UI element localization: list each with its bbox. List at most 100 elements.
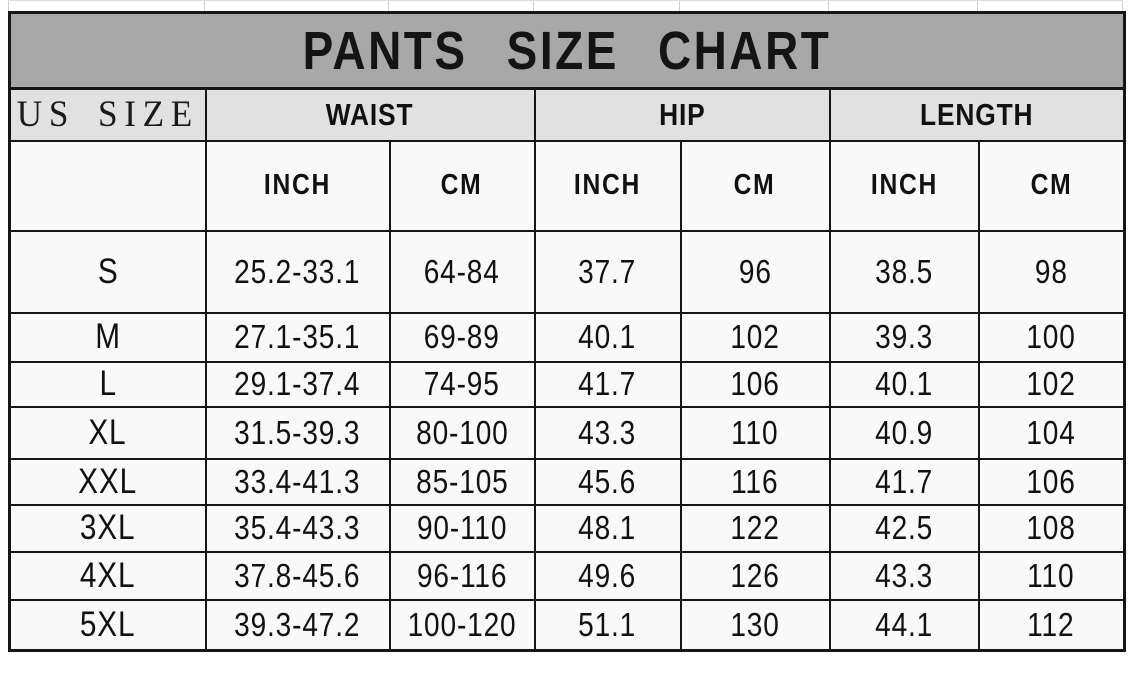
value-label: 106 [1026, 462, 1076, 500]
value-label: 40.1 [874, 365, 933, 402]
value-label: 29.1-37.4 [234, 365, 361, 402]
value-cell: 98 [977, 229, 1126, 314]
value-cell: 106 [977, 457, 1126, 506]
value-label: 43.3 [874, 556, 933, 594]
value-label: 39.3 [874, 318, 933, 355]
value-label: 110 [1027, 556, 1075, 594]
value-label: 106 [730, 365, 780, 402]
unit-label: CM [1030, 169, 1073, 201]
value-label: 41.7 [874, 462, 933, 500]
title-row: PANTS SIZE CHART [7, 11, 1127, 90]
size-label: 4XL [80, 555, 136, 595]
size-label: M [94, 317, 121, 356]
value-label: 37.7 [578, 252, 637, 290]
value-label: 40.9 [874, 413, 933, 451]
value-cell: 29.1-37.4 [204, 360, 391, 408]
unit-blank-cell [8, 139, 207, 232]
group-header-hip: HIP [533, 87, 831, 142]
value-cell: 102 [679, 311, 831, 363]
unit-header-hip-cm: CM [679, 139, 831, 232]
value-cell: 51.1 [533, 598, 682, 652]
value-cell: 37.7 [533, 229, 682, 314]
value-cell: 40.1 [828, 360, 980, 408]
value-label: 42.5 [874, 509, 933, 546]
unit-label: CM [734, 169, 776, 201]
size-cell: XL [8, 405, 207, 460]
value-cell: 41.7 [533, 360, 682, 408]
value-cell: 69-89 [388, 311, 536, 363]
value-cell: 90-110 [388, 503, 536, 553]
table-row-s: S 25.2-33.1 64-84 37.7 96 38.5 98 [8, 229, 1126, 314]
value-cell: 44.1 [828, 598, 980, 652]
value-label: 116 [731, 462, 779, 500]
value-label: 41.7 [578, 365, 637, 402]
value-cell: 43.3 [533, 405, 682, 460]
value-cell: 39.3 [828, 311, 980, 363]
unit-header-row: INCH CM INCH CM INCH CM [8, 139, 1126, 232]
table-row-4xl: 4XL 37.8-45.6 96-116 49.6 126 43.3 110 [8, 550, 1126, 601]
value-label: 49.6 [578, 556, 637, 594]
value-label: 112 [1027, 605, 1075, 643]
value-label: 25.2-33.1 [234, 252, 361, 290]
unit-header-length-cm: CM [977, 139, 1126, 232]
size-cell: 5XL [8, 598, 207, 652]
value-cell: 112 [977, 598, 1126, 652]
value-cell: 96-116 [388, 550, 536, 601]
value-cell: 102 [977, 360, 1126, 408]
value-label: 45.6 [578, 462, 637, 500]
value-label: 96 [738, 252, 772, 290]
value-label: 108 [1026, 509, 1076, 546]
value-cell: 108 [977, 503, 1126, 553]
value-cell: 130 [679, 598, 831, 652]
value-cell: 126 [679, 550, 831, 601]
value-label: 43.3 [578, 413, 637, 451]
unit-label: INCH [263, 169, 332, 201]
value-cell: 33.4-41.3 [204, 457, 391, 506]
table-row-m: M 27.1-35.1 69-89 40.1 102 39.3 100 [8, 311, 1126, 363]
value-cell: 31.5-39.3 [204, 405, 391, 460]
unit-header-length-inch: INCH [828, 139, 980, 232]
value-cell: 27.1-35.1 [204, 311, 391, 363]
corner-header-us-size: US SIZE [16, 94, 199, 136]
table-row-3xl: 3XL 35.4-43.3 90-110 48.1 122 42.5 108 [8, 503, 1126, 553]
value-label: 38.5 [874, 252, 933, 290]
size-chart-table: PANTS SIZE CHART US SIZE WAIST HIP LENGT… [7, 11, 1127, 652]
value-cell: 110 [977, 550, 1126, 601]
value-cell: 116 [679, 457, 831, 506]
unit-label: CM [441, 169, 483, 201]
value-label: 35.4-43.3 [234, 509, 361, 546]
value-cell: 74-95 [388, 360, 536, 408]
value-label: 37.8-45.6 [234, 556, 361, 594]
value-label: 122 [730, 509, 780, 546]
value-label: 100 [1026, 318, 1076, 355]
value-label: 104 [1026, 413, 1076, 451]
value-label: 51.1 [578, 605, 637, 643]
corner-header-cell: US SIZE [8, 87, 207, 142]
group-header-hip-label: HIP [658, 96, 706, 132]
group-header-waist-label: WAIST [326, 96, 414, 132]
size-cell: S [8, 229, 207, 314]
value-label: 74-95 [424, 365, 500, 402]
value-cell: 104 [977, 405, 1126, 460]
value-label: 31.5-39.3 [234, 413, 361, 451]
size-label: XXL [78, 461, 138, 501]
value-cell: 43.3 [828, 550, 980, 601]
value-label: 110 [731, 413, 779, 451]
table-row-xxl: XXL 33.4-41.3 85-105 45.6 116 41.7 106 [8, 457, 1126, 506]
value-cell: 41.7 [828, 457, 980, 506]
value-cell: 40.9 [828, 405, 980, 460]
unit-header-waist-inch: INCH [204, 139, 391, 232]
value-cell: 110 [679, 405, 831, 460]
value-cell: 45.6 [533, 457, 682, 506]
value-cell: 100-120 [388, 598, 536, 652]
value-cell: 48.1 [533, 503, 682, 553]
value-label: 100-120 [407, 605, 517, 643]
group-header-waist: WAIST [204, 87, 536, 142]
value-label: 40.1 [578, 318, 637, 355]
value-label: 126 [730, 556, 780, 594]
value-label: 102 [730, 318, 780, 355]
value-cell: 80-100 [388, 405, 536, 460]
value-cell: 49.6 [533, 550, 682, 601]
size-label: XL [88, 412, 127, 452]
